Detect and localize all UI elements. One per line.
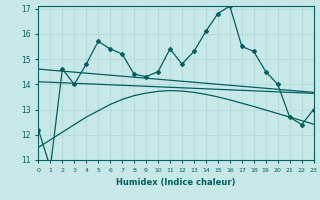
X-axis label: Humidex (Indice chaleur): Humidex (Indice chaleur) [116, 178, 236, 187]
